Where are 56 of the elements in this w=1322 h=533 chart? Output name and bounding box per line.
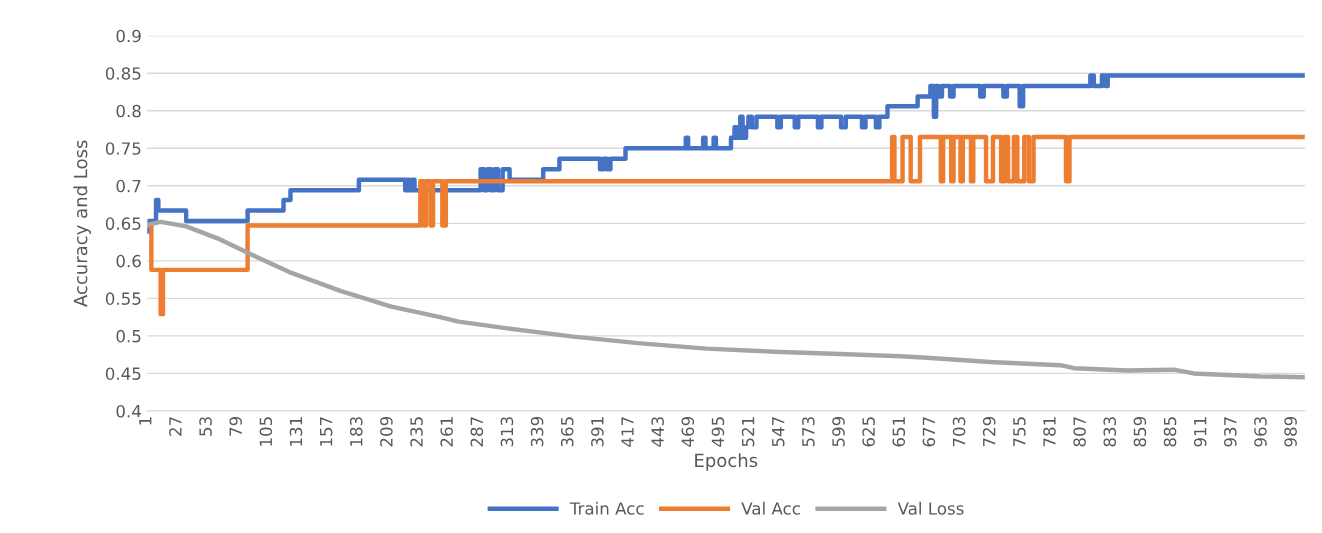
y-tick-label: 0.9	[116, 29, 141, 43]
x-tick-label: 677	[922, 417, 936, 447]
x-tick-label: 1	[139, 417, 152, 425]
x-tick-label: 573	[802, 417, 815, 447]
x-tick-label: 131	[289, 417, 303, 446]
x-tick-label: 625	[862, 417, 875, 447]
x-tick-label: 313	[500, 417, 514, 447]
x-tick-label: 599	[832, 416, 845, 447]
x-tick-label: 989	[1284, 416, 1297, 447]
y-tick-label: 0.7	[116, 179, 141, 193]
y-axis-title: Accuracy and Loss	[73, 140, 91, 307]
x-tick-label: 833	[1103, 417, 1117, 447]
x-tick-label: 261	[440, 417, 453, 447]
x-tick-label: 469	[681, 416, 695, 447]
x-tick-label: 755	[1013, 417, 1026, 447]
y-tick-label: 0.8	[116, 104, 141, 118]
x-tick-label: 53	[199, 417, 212, 436]
x-tick-label: 339	[530, 416, 544, 447]
x-tick-label: 885	[1163, 417, 1177, 447]
x-tick-label: 365	[560, 417, 574, 447]
y-tick-label: 0.4	[116, 404, 141, 418]
x-tick-label: 729	[982, 416, 996, 447]
y-tick-label: 0.5	[116, 329, 141, 343]
x-tick-label: 287	[470, 417, 484, 447]
x-tick-label: 937	[1224, 417, 1237, 447]
y-tick-label: 0.55	[105, 292, 141, 305]
x-axis-title: Epochs	[695, 453, 758, 471]
x-tick-label: 443	[651, 417, 664, 447]
x-tick-label: 703	[952, 417, 966, 447]
x-tick-label: 495	[711, 417, 725, 447]
x-tick-label: 183	[349, 417, 363, 446]
y-tick-label: 0.45	[105, 367, 141, 380]
x-tick-label: 963	[1254, 417, 1267, 447]
x-tick-label: 521	[741, 417, 755, 447]
x-tick-label: 547	[772, 417, 785, 447]
legend-label: Val Acc	[741, 501, 800, 515]
y-tick-label: 0.6	[116, 254, 141, 268]
y-tick-label: 0.65	[105, 217, 141, 230]
x-tick-label: 911	[1193, 417, 1207, 447]
legend-label: Val Loss	[897, 501, 964, 515]
x-tick-label: 105	[259, 417, 273, 446]
x-tick-label: 157	[320, 417, 333, 446]
x-tick-label: 859	[1133, 416, 1147, 447]
y-tick-label: 0.75	[105, 142, 141, 155]
x-tick-label: 651	[892, 417, 906, 447]
x-tick-label: 391	[591, 417, 604, 447]
legend-label: Train Acc	[569, 501, 644, 515]
x-tick-label: 27	[169, 417, 182, 436]
x-tick-label: 79	[229, 416, 242, 436]
x-tick-label: 807	[1073, 417, 1086, 447]
x-tick-label: 417	[621, 417, 634, 447]
x-tick-label: 235	[410, 417, 423, 447]
x-tick-label: 209	[380, 416, 393, 447]
y-tick-label: 0.85	[105, 67, 141, 80]
x-tick-label: 781	[1043, 417, 1056, 447]
line-series	[146, 219, 1305, 380]
